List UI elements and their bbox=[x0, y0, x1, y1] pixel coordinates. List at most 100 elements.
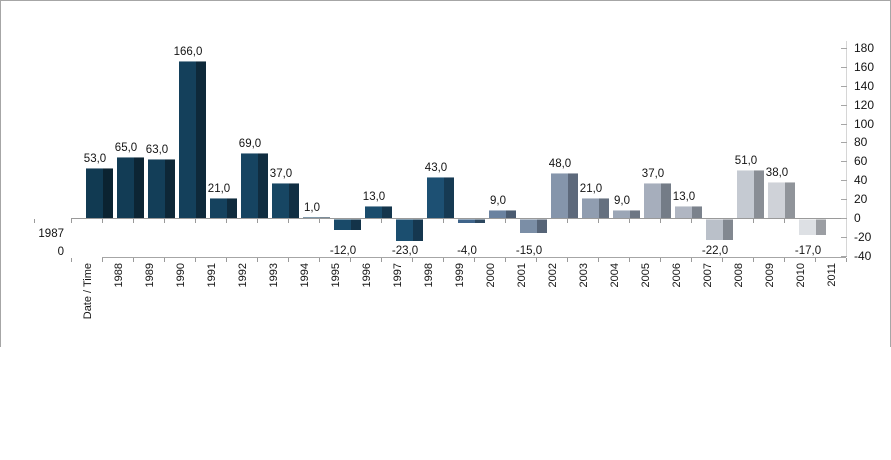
x-tick-label: 2005 bbox=[640, 263, 652, 288]
value-label: 21,0 bbox=[207, 183, 231, 196]
bar-2003 bbox=[582, 198, 609, 218]
value-label: 53,0 bbox=[83, 152, 107, 165]
value-label: 13,0 bbox=[672, 190, 696, 203]
bar-1999 bbox=[458, 219, 485, 223]
bottom-axis-tick bbox=[598, 258, 599, 262]
value-label: 9,0 bbox=[614, 194, 630, 207]
value-axis-tick bbox=[841, 199, 847, 200]
x-tick-label: 1998 bbox=[423, 263, 435, 288]
value-label: 13,0 bbox=[362, 190, 386, 203]
value-axis-tick-label: 120 bbox=[854, 98, 875, 112]
bar-1993 bbox=[272, 183, 299, 218]
value-axis-tick bbox=[841, 161, 847, 162]
bar-2006 bbox=[675, 205, 702, 218]
bottom-axis-tick bbox=[102, 258, 103, 262]
bar-1990 bbox=[179, 61, 206, 218]
bottom-axis-tick bbox=[412, 258, 413, 262]
value-axis-line bbox=[846, 41, 847, 257]
category-axis-tick bbox=[660, 219, 661, 223]
value-label: 38,0 bbox=[765, 167, 789, 180]
bottom-axis-tick bbox=[133, 258, 134, 262]
value-label: 51,0 bbox=[734, 154, 758, 167]
bar-1989 bbox=[148, 158, 175, 218]
category-axis-tick bbox=[133, 219, 134, 223]
x-tick-label: 1995 bbox=[330, 263, 342, 288]
bar-2001 bbox=[520, 219, 547, 234]
x-tick-label: 1991 bbox=[206, 263, 218, 288]
bottom-axis-tick bbox=[722, 258, 723, 262]
bottom-axis-tick bbox=[164, 258, 165, 262]
bar-1994 bbox=[303, 217, 330, 218]
bottom-axis-tick bbox=[195, 258, 196, 262]
value-axis-tick-label: 160 bbox=[854, 60, 875, 74]
x-tick-label: 1996 bbox=[361, 263, 373, 288]
category-axis-tick bbox=[226, 219, 227, 223]
x-tick-label: 1993 bbox=[268, 263, 280, 288]
x-axis-title-label: Date / Time bbox=[82, 263, 94, 320]
category-axis-tick bbox=[443, 219, 444, 223]
bottom-axis-tick bbox=[71, 258, 72, 262]
value-label: -12,0 bbox=[329, 245, 357, 257]
bottom-axis-line bbox=[102, 257, 846, 258]
bottom-axis-tick bbox=[226, 258, 227, 262]
bottom-axis-tick bbox=[567, 258, 568, 262]
bar-1997 bbox=[396, 219, 423, 241]
bottom-axis-tick bbox=[381, 258, 382, 262]
value-axis-tick-label: 0 bbox=[854, 211, 861, 225]
category-axis-tick bbox=[505, 219, 506, 223]
x-tick-label: 2009 bbox=[764, 263, 776, 288]
bar-1991 bbox=[210, 198, 237, 218]
value-axis-tick bbox=[841, 124, 847, 125]
value-label: 43,0 bbox=[424, 162, 448, 175]
value-axis-tick-label: 140 bbox=[854, 79, 875, 93]
category-axis-tick bbox=[629, 219, 630, 223]
bottom-axis-tick bbox=[691, 258, 692, 262]
category-axis-tick bbox=[753, 219, 754, 223]
value-axis-tick bbox=[841, 218, 847, 219]
bottom-axis-tick bbox=[474, 258, 475, 262]
value-axis-tick-label: -40 bbox=[854, 249, 872, 263]
value-label: 166,0 bbox=[173, 46, 203, 59]
bottom-axis-tick bbox=[753, 258, 754, 262]
value-label: 48,0 bbox=[548, 157, 572, 170]
x-tick-label: 1994 bbox=[299, 263, 311, 288]
value-label: -17,0 bbox=[794, 245, 822, 257]
bar-1992 bbox=[241, 152, 268, 218]
value-axis-tick bbox=[841, 180, 847, 181]
value-axis-tick bbox=[841, 256, 847, 257]
bottom-axis-tick bbox=[815, 258, 816, 262]
x-tick-label: 2001 bbox=[516, 263, 528, 288]
value-axis-tick-label: 20 bbox=[854, 192, 868, 206]
category-axis-tick bbox=[567, 219, 568, 223]
category-axis-tick bbox=[288, 219, 289, 223]
x-tick-label: 2007 bbox=[702, 263, 714, 288]
category-axis-tick bbox=[71, 219, 72, 223]
bottom-axis-tick bbox=[319, 258, 320, 262]
bottom-axis-tick bbox=[846, 258, 847, 262]
value-label: -23,0 bbox=[391, 245, 419, 257]
bottom-axis-tick bbox=[350, 258, 351, 262]
value-label: 37,0 bbox=[641, 168, 665, 181]
bar-2000 bbox=[489, 209, 516, 218]
value-label: 63,0 bbox=[145, 143, 169, 156]
value-axis-tick-label: -20 bbox=[854, 230, 872, 244]
value-axis-tick-label: 100 bbox=[854, 117, 875, 131]
value-label: 21,0 bbox=[579, 183, 603, 196]
bar-2004 bbox=[613, 209, 640, 218]
x-tick-label: 2010 bbox=[795, 263, 807, 288]
x-tick-label: 2004 bbox=[609, 263, 621, 288]
x-tick-label: 1997 bbox=[392, 263, 404, 288]
value-axis-tick-label: 180 bbox=[854, 41, 875, 55]
bar-1996 bbox=[365, 205, 392, 218]
x-tick-label: 2002 bbox=[547, 263, 559, 288]
value-axis-tick bbox=[841, 237, 847, 238]
bottom-axis-tick bbox=[629, 258, 630, 262]
category-axis-outer-tick bbox=[34, 219, 35, 223]
value-axis-tick bbox=[841, 48, 847, 49]
category-axis-tick bbox=[257, 219, 258, 223]
value-label: 9,0 bbox=[490, 194, 506, 207]
bottom-axis-tick bbox=[536, 258, 537, 262]
category-axis-tick bbox=[784, 219, 785, 223]
category-axis-tick bbox=[195, 219, 196, 223]
bottom-axis-tick bbox=[505, 258, 506, 262]
